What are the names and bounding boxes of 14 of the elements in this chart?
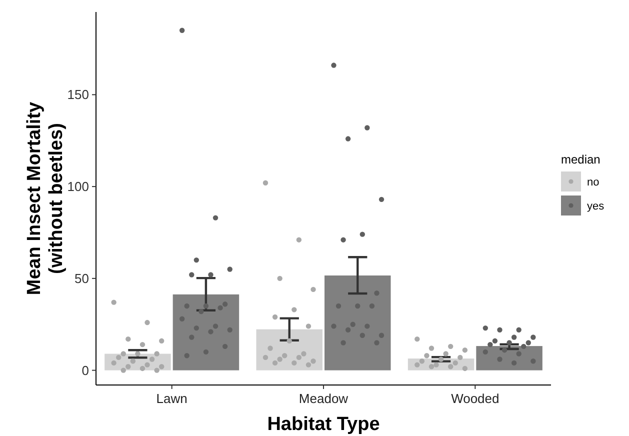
legend-title: median [561,152,600,166]
bar [172,294,240,370]
x-tick-label: Wooded [451,391,500,406]
x-tick-label: Meadow [298,391,349,406]
legend-label: no [587,176,600,188]
y-tick-label: 0 [82,362,89,378]
y-axis-title: Mean Insect Mortality (without beetles) [24,101,67,296]
legend-label: yes [587,200,605,212]
bar [324,275,391,370]
y-tick-label: 150 [67,87,89,102]
x-tick-label: Lawn [156,391,188,406]
y-tick-label: 50 [74,270,89,286]
x-axis-title: Habitat Type [267,414,380,435]
y-tick-label: 100 [67,179,89,194]
